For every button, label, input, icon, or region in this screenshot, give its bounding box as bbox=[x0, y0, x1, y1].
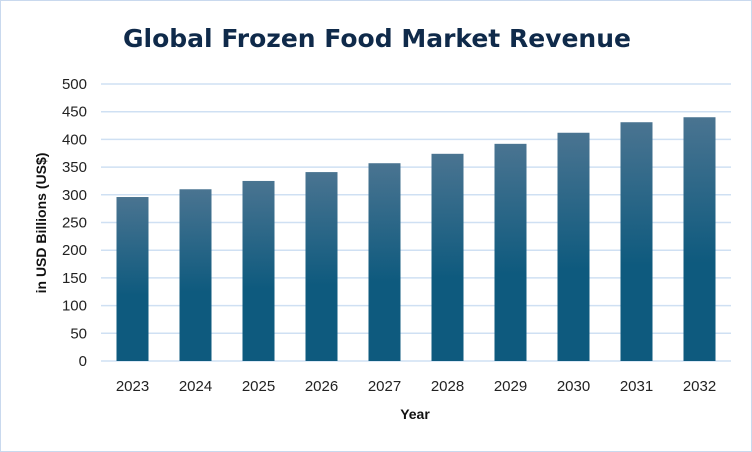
y-tick-label: 100 bbox=[62, 298, 87, 315]
bar-2026 bbox=[305, 172, 338, 361]
y-tick-label: 400 bbox=[62, 131, 87, 148]
bar-2029 bbox=[494, 143, 527, 361]
bar-2023 bbox=[116, 197, 149, 361]
y-tick-label: 500 bbox=[62, 76, 87, 93]
x-tick-label: 2026 bbox=[305, 378, 338, 395]
bar-2028 bbox=[431, 153, 464, 361]
bar-2027 bbox=[368, 163, 401, 361]
bar-2032 bbox=[683, 117, 716, 362]
y-tick-label: 250 bbox=[62, 215, 87, 232]
y-axis-label: in USD Billions (US$) bbox=[33, 153, 49, 294]
y-tick-label: 450 bbox=[62, 104, 87, 121]
chart-title: Global Frozen Food Market Revenue bbox=[123, 24, 631, 53]
bar-2024 bbox=[179, 189, 212, 361]
x-tick-label: 2025 bbox=[242, 378, 275, 395]
y-tick-label: 0 bbox=[79, 353, 87, 370]
x-axis-label: Year bbox=[400, 406, 430, 422]
y-tick-label: 300 bbox=[62, 187, 87, 204]
y-tick-label: 50 bbox=[70, 325, 87, 342]
x-tick-label: 2031 bbox=[620, 378, 653, 395]
bar-2030 bbox=[557, 132, 590, 361]
x-tick-label: 2030 bbox=[557, 378, 590, 395]
bar-2025 bbox=[242, 180, 275, 361]
y-tick-label: 150 bbox=[62, 270, 87, 287]
bar-2031 bbox=[620, 122, 653, 361]
y-tick-label: 200 bbox=[62, 242, 87, 259]
x-tick-label: 2032 bbox=[683, 378, 716, 395]
y-tick-label: 350 bbox=[62, 159, 87, 176]
x-tick-label: 2024 bbox=[179, 378, 212, 395]
x-tick-label: 2028 bbox=[431, 378, 464, 395]
x-tick-label: 2027 bbox=[368, 378, 401, 395]
x-tick-label: 2029 bbox=[494, 378, 527, 395]
x-tick-label: 2023 bbox=[116, 378, 149, 395]
